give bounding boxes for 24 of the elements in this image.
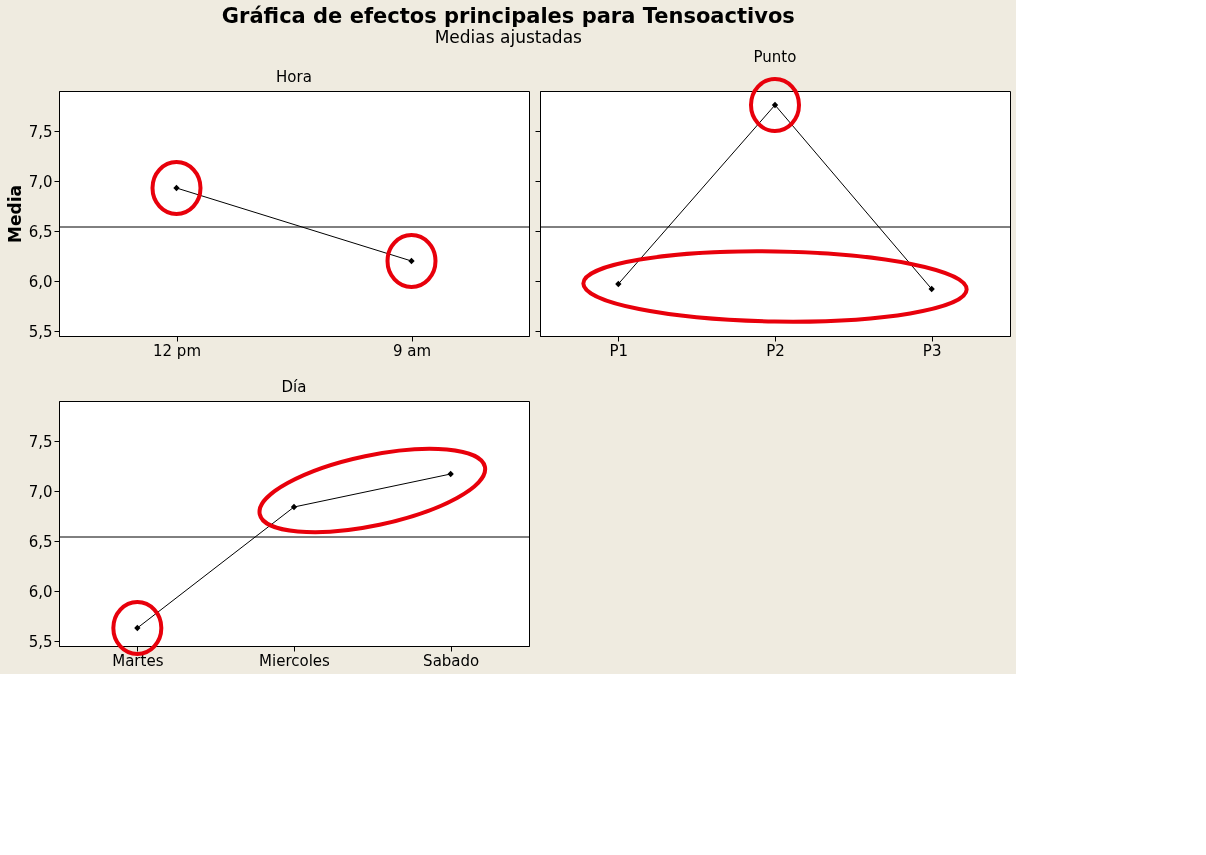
y-tick-label: 7,0 [28, 172, 53, 191]
text: Hora [276, 68, 312, 86]
x-tick-label: Martes [112, 651, 164, 670]
y-tick-label: 6,5 [28, 532, 53, 551]
y-axis-title: Media [4, 185, 25, 243]
y-tick-label: 7,5 [28, 122, 53, 141]
y-tick-label: 6,5 [28, 222, 53, 241]
y-tick-label: 5,5 [28, 322, 53, 341]
y-tick-label: 5,5 [28, 632, 53, 651]
x-tick-label: Miercoles [259, 651, 331, 670]
chart-title: Gráfica de efectos principales para Tensoactivos [221, 3, 795, 28]
y-tick-label: 6,0 [28, 272, 53, 291]
y-tick-label: 7,0 [28, 482, 53, 501]
x-tick-label: P3 [922, 341, 942, 360]
text: Punto [753, 48, 797, 66]
x-tick-label: 9 am [392, 341, 432, 360]
x-tick-label: 12 pm [153, 341, 201, 360]
x-tick-label: P1 [609, 341, 629, 360]
y-tick-label: 6,0 [28, 582, 53, 601]
chart-subtitle: Medias ajustadas [434, 26, 583, 47]
x-tick-label: Sabado [423, 651, 480, 670]
y-tick-label: 7,5 [28, 432, 53, 451]
text: Día [281, 378, 307, 396]
x-tick-label: P2 [766, 341, 785, 360]
